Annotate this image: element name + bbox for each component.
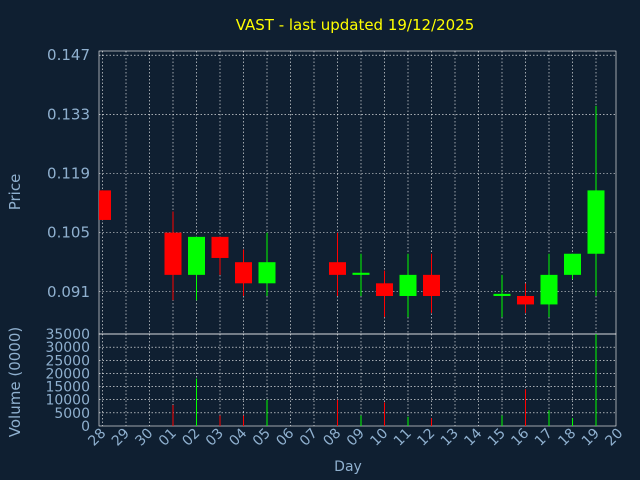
day-tick-label: 29 [109,426,133,450]
volume-tick-label: 25000 [45,353,90,369]
chart-title: VAST - last updated 19/12/2025 [236,16,475,34]
candle-body [211,236,229,258]
candle-body [493,293,511,296]
day-tick-label: 06 [273,425,297,449]
candle-body [564,253,581,275]
volume-tick-label: 0 [81,419,90,435]
price-tick-label: 0.147 [47,46,90,64]
candle-body [517,295,534,305]
candle-body [258,262,276,284]
price-tick-labels: 0.147 0.133 0.119 0.105 0.091 [47,46,90,301]
day-tick-labels: 28 29 30 01 02 03 04 05 06 07 08 09 10 11 12 13 14 15 16 17… [85,425,626,449]
day-tick-label: 14 [461,425,485,449]
day-tick-label: 19 [579,426,603,450]
candle-body [164,232,182,275]
day-tick-label: 03 [203,426,227,450]
candle-body [352,272,370,275]
day-tick-label: 04 [226,425,250,449]
day-tick-label: 05 [250,426,274,450]
volume-tick-label: 35000 [45,327,90,343]
day-tick-label: 08 [320,426,344,450]
day-tick-label: 07 [297,426,321,450]
day-tick-label: 13 [438,426,462,450]
candle-body [423,274,440,296]
price-tick-label: 0.133 [47,105,90,123]
day-tick-label: 11 [391,426,415,450]
volume-grid [99,334,616,426]
volume-panel-frame [98,333,617,427]
volume-tick-label: 30000 [45,340,90,356]
candle-body [540,274,558,305]
candle-body [235,262,252,284]
day-tick-label: 09 [344,426,368,450]
volume-axis-label: Volume (0000) [6,327,24,437]
candle-body [188,236,205,275]
x-axis-label: Day [334,459,362,475]
volume-tick-label: 20000 [45,366,90,382]
candle-body [399,274,417,296]
day-tick-label: 16 [508,425,532,449]
candle-body [329,262,346,275]
day-tick-label: 01 [156,426,180,450]
day-tick-label: 30 [132,426,156,450]
candle-body [587,190,605,254]
volume-tick-label: 15000 [45,380,90,396]
price-grid [99,51,616,334]
price-tick-label: 0.119 [47,164,90,182]
volume-tick-label: 5000 [54,406,90,422]
price-tick-label: 0.105 [47,224,90,242]
day-tick-label: 02 [179,426,203,450]
price-tick-label: 0.091 [47,283,90,301]
candles [99,105,605,318]
day-tick-label: 12 [414,426,438,450]
volume-bars [172,334,597,426]
day-tick-label: 18 [555,426,579,450]
candle-body [99,190,111,220]
day-tick-label: 10 [367,426,391,450]
volume-tick-label: 10000 [45,393,90,409]
candle-body [376,283,393,296]
day-tick-label: 15 [485,426,509,450]
day-tick-label: 17 [532,426,556,450]
day-tick-label: 20 [602,426,626,450]
price-axis-label: Price [6,174,24,211]
